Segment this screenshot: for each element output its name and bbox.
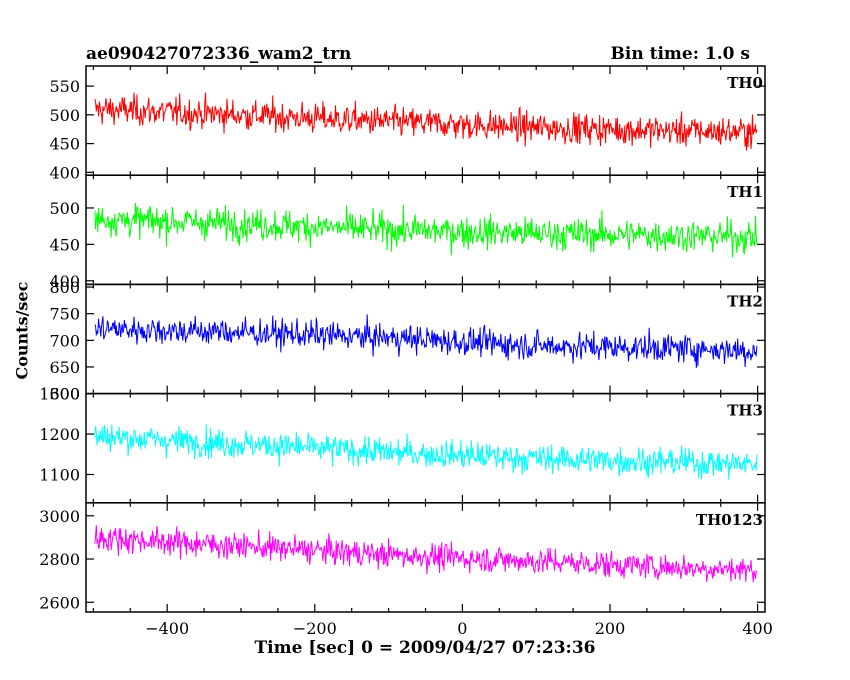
- y-tick-label: 500: [49, 199, 80, 218]
- panel-label-th2: TH2: [727, 292, 763, 310]
- series-line-th1: [94, 203, 758, 258]
- series-line-th2: [94, 314, 758, 369]
- x-tick-label: 0: [457, 619, 467, 638]
- panel-label-th0: TH0: [727, 74, 763, 92]
- y-tick-label: 1100: [39, 465, 80, 484]
- bin-time-label: Bin time: 1.0 s: [610, 44, 750, 64]
- x-tick-label: −400: [145, 619, 189, 638]
- y-tick-label: 800: [49, 278, 80, 297]
- panel-label-th3: TH3: [727, 402, 763, 420]
- panel-frame-th0: [85, 65, 766, 176]
- panel-frame-th2: [85, 283, 766, 395]
- y-tick-label: 500: [49, 106, 80, 125]
- x-tick-label: −200: [293, 619, 337, 638]
- y-tick-label: 1200: [39, 425, 80, 444]
- chart-title: ae090427072336_wam2_trn: [86, 44, 352, 64]
- y-tick-label: 1300: [39, 385, 80, 404]
- y-tick-label: 650: [49, 358, 80, 377]
- y-tick-label: 750: [49, 305, 80, 324]
- x-tick-label: 200: [595, 619, 626, 638]
- series-line-th3: [94, 424, 758, 480]
- y-tick-label: 400: [49, 163, 80, 182]
- x-axis-label: Time [sec] 0 = 2009/04/27 07:23:36: [254, 638, 596, 658]
- y-tick-label: 450: [49, 235, 80, 254]
- y-tick-label: 550: [49, 77, 80, 96]
- panel-label-th0123: TH0123: [696, 511, 763, 529]
- y-tick-label: 450: [49, 135, 80, 154]
- y-tick-label: 2800: [39, 550, 80, 569]
- y-tick-label: 600: [49, 385, 80, 404]
- y-tick-label: 700: [49, 331, 80, 350]
- panel-label-th1: TH1: [727, 183, 763, 201]
- x-tick-label: 400: [742, 619, 773, 638]
- y-tick-label: 3000: [39, 507, 80, 526]
- y-tick-label: 2600: [39, 593, 80, 612]
- series-line-th0123: [94, 525, 758, 583]
- y-tick-label: 400: [49, 272, 80, 291]
- y-axis-label: Counts/sec: [12, 281, 32, 380]
- series-line-th0: [94, 92, 758, 151]
